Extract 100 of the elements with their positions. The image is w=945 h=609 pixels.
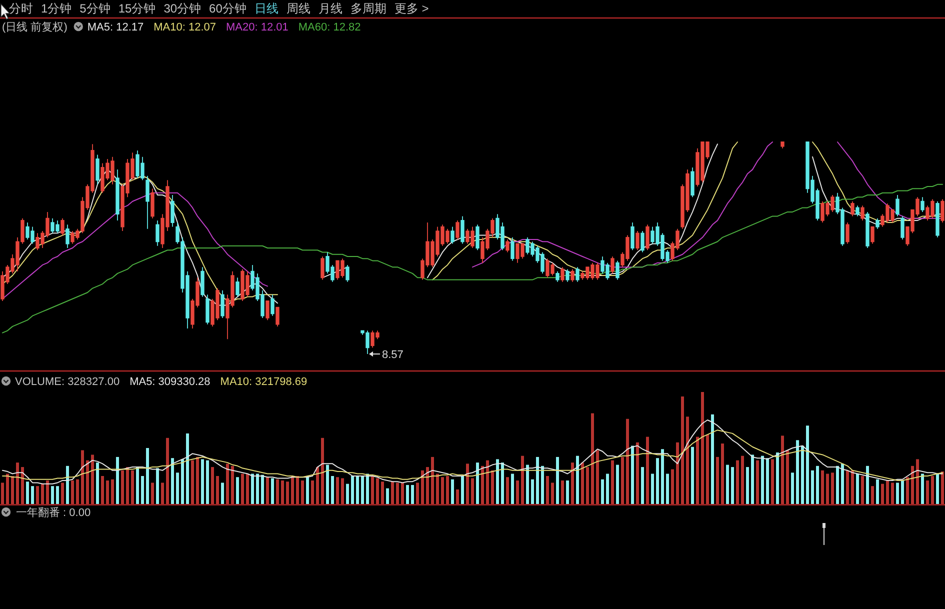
bar <box>146 448 149 504</box>
bar <box>51 486 54 504</box>
bar <box>801 446 804 504</box>
bar <box>751 454 754 504</box>
bar <box>486 460 489 504</box>
bar <box>376 478 379 504</box>
bar <box>471 478 474 504</box>
bar <box>311 480 314 504</box>
bar <box>11 476 14 504</box>
bar <box>716 456 719 504</box>
bar <box>106 480 109 504</box>
bar <box>581 462 584 504</box>
bar <box>641 467 644 504</box>
bar <box>1 482 4 504</box>
candlestick <box>876 218 880 230</box>
bar <box>336 477 339 504</box>
candlestick <box>276 306 280 327</box>
bar <box>111 479 114 504</box>
bar <box>701 392 704 504</box>
bar <box>226 464 229 504</box>
bar <box>221 482 224 504</box>
candlestick <box>560 266 564 282</box>
bar <box>186 433 189 504</box>
bar <box>366 474 369 504</box>
bar <box>396 482 399 504</box>
bar <box>601 479 604 504</box>
bar <box>571 462 574 504</box>
bar <box>651 474 654 504</box>
bar <box>691 446 694 504</box>
bar <box>386 488 389 504</box>
candlestick <box>920 196 924 212</box>
text: MA10: 12.07 <box>154 22 216 34</box>
bar <box>616 464 619 504</box>
bar <box>286 482 289 504</box>
bar <box>61 482 64 504</box>
bar <box>491 470 494 504</box>
bar <box>426 467 429 504</box>
bar <box>31 486 34 504</box>
bar <box>711 414 714 504</box>
bar <box>21 467 24 504</box>
bar <box>411 484 414 504</box>
annotation: 8.57 <box>382 349 404 361</box>
bar <box>891 482 894 504</box>
bar <box>156 468 159 504</box>
bar <box>696 436 699 504</box>
bar <box>456 489 459 504</box>
candlestick <box>66 224 70 248</box>
text: MA20: 12.01 <box>226 22 288 34</box>
bar <box>36 486 39 504</box>
bar <box>841 464 844 504</box>
bar <box>686 416 689 504</box>
bar <box>886 480 889 504</box>
bar <box>461 476 464 504</box>
bar <box>576 456 579 504</box>
bar <box>401 482 404 504</box>
text: 分时 <box>9 2 33 16</box>
candlestick <box>556 270 560 282</box>
bar <box>351 476 354 504</box>
bar <box>731 467 734 504</box>
bar <box>931 476 934 504</box>
bar <box>81 450 84 504</box>
bar <box>271 478 274 504</box>
bar <box>896 482 899 504</box>
candlestick <box>866 212 870 248</box>
bar <box>141 476 144 504</box>
bar <box>291 476 294 504</box>
text: MA5: 12.17 <box>87 22 144 34</box>
bar <box>551 482 554 504</box>
chart-title: (日线 前复权) <box>2 20 68 34</box>
bar <box>761 456 764 504</box>
bar <box>906 477 909 504</box>
candlestick <box>450 226 454 244</box>
text: 更多 > <box>394 2 429 16</box>
bar <box>756 460 759 504</box>
bar <box>211 467 214 504</box>
bar <box>206 460 209 504</box>
bar <box>446 476 449 504</box>
bar <box>236 477 239 504</box>
bar <box>536 456 539 504</box>
bar <box>126 467 129 504</box>
bar <box>596 450 599 504</box>
candlestick <box>96 154 100 185</box>
candlestick <box>476 224 480 251</box>
bar <box>476 462 479 504</box>
candlestick <box>576 266 580 282</box>
bar <box>541 466 544 504</box>
candlestick <box>856 205 860 217</box>
bar <box>416 482 419 504</box>
bar <box>381 482 384 504</box>
bar <box>556 456 559 504</box>
bar <box>811 470 814 504</box>
bar <box>676 442 679 504</box>
bar <box>836 466 839 504</box>
bar <box>671 469 674 504</box>
bar <box>406 484 409 504</box>
bar <box>316 467 319 504</box>
candlestick <box>60 218 64 236</box>
bar <box>851 470 854 504</box>
bar <box>846 470 849 504</box>
bar <box>866 466 869 504</box>
